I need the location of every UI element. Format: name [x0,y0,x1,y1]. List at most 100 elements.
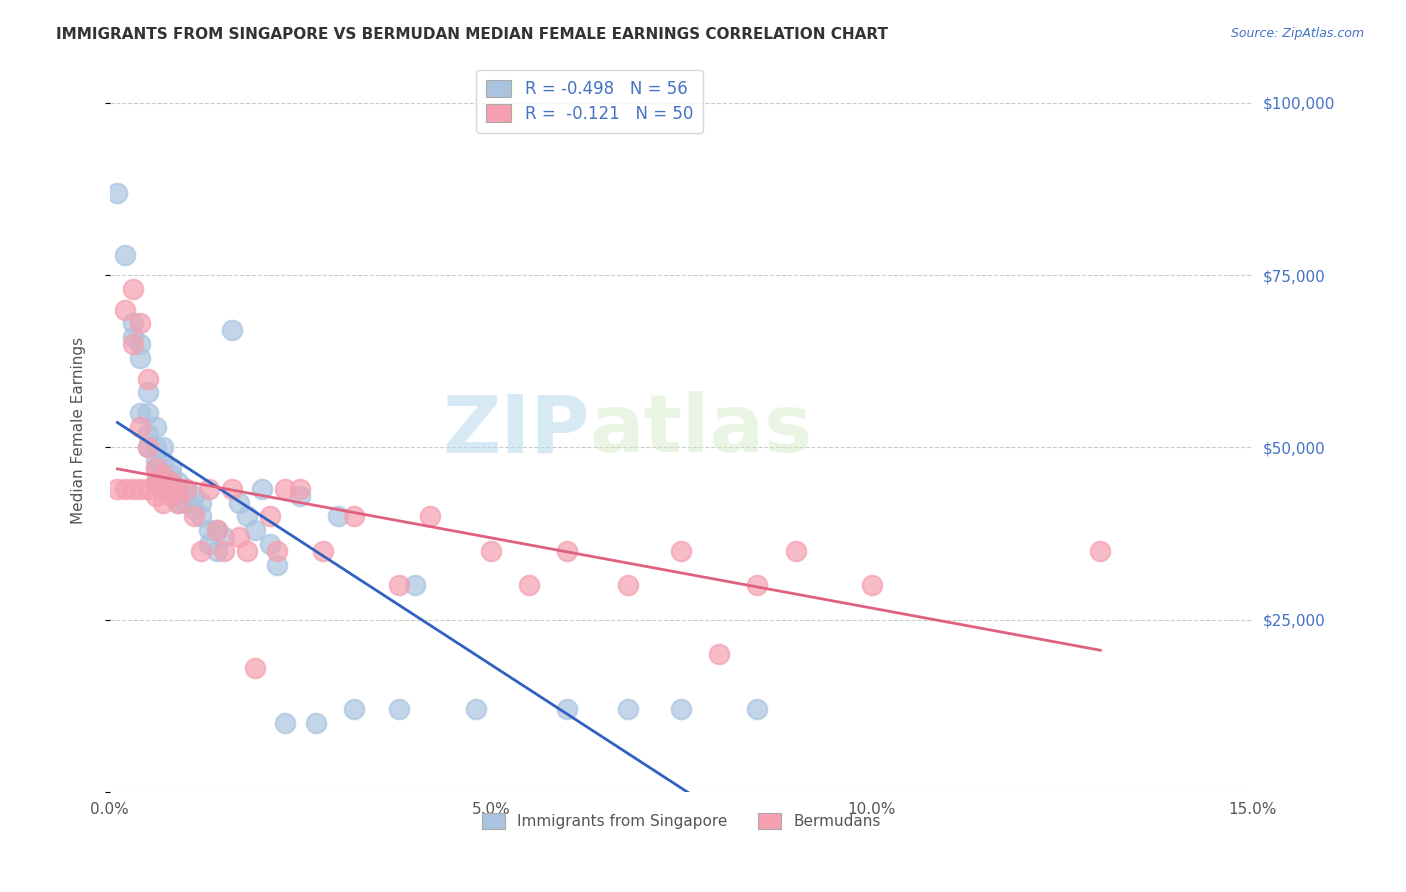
Point [198,537,221,551]
Point [159,475,181,489]
Point [747,578,769,592]
Point [555,544,578,558]
Point [152,454,174,468]
Point [136,406,159,420]
Point [121,337,143,351]
Point [145,475,167,489]
Point [190,544,212,558]
Point [183,509,205,524]
Point [167,495,190,509]
Point [167,482,190,496]
Point [221,482,243,496]
Point [145,461,167,475]
Point [1090,544,1112,558]
Y-axis label: Median Female Earnings: Median Female Earnings [72,336,86,524]
Text: Source: ZipAtlas.com: Source: ZipAtlas.com [1230,27,1364,40]
Point [236,544,259,558]
Point [479,544,502,558]
Point [114,302,136,317]
Point [555,702,578,716]
Text: atlas: atlas [591,392,813,469]
Point [671,702,693,716]
Point [159,468,181,483]
Point [388,702,411,716]
Point [121,282,143,296]
Point [121,317,143,331]
Point [167,475,190,489]
Point [259,537,281,551]
Point [671,544,693,558]
Point [304,716,326,731]
Text: IMMIGRANTS FROM SINGAPORE VS BERMUDAN MEDIAN FEMALE EARNINGS CORRELATION CHART: IMMIGRANTS FROM SINGAPORE VS BERMUDAN ME… [56,27,889,42]
Point [205,544,228,558]
Point [328,509,350,524]
Point [152,441,174,455]
Point [343,702,366,716]
Point [228,495,250,509]
Point [159,489,181,503]
Point [343,509,366,524]
Point [136,385,159,400]
Point [183,502,205,516]
Point [221,323,243,337]
Point [198,523,221,537]
Point [121,482,143,496]
Legend: Immigrants from Singapore, Bermudans: Immigrants from Singapore, Bermudans [475,806,887,835]
Point [747,702,769,716]
Point [290,489,312,503]
Point [174,495,197,509]
Point [266,558,288,572]
Point [114,247,136,261]
Point [860,578,883,592]
Point [785,544,807,558]
Point [129,406,152,420]
Point [205,523,228,537]
Point [152,482,174,496]
Point [159,482,181,496]
Point [136,441,159,455]
Point [145,419,167,434]
Point [174,482,197,496]
Point [121,330,143,344]
Point [205,523,228,537]
Point [404,578,426,592]
Point [198,482,221,496]
Point [274,482,297,496]
Point [136,426,159,441]
Point [183,489,205,503]
Point [145,461,167,475]
Point [145,489,167,503]
Point [419,509,441,524]
Point [129,482,152,496]
Point [129,317,152,331]
Point [152,482,174,496]
Point [312,544,335,558]
Point [464,702,486,716]
Point [145,441,167,455]
Point [167,489,190,503]
Point [212,544,235,558]
Point [228,530,250,544]
Point [190,509,212,524]
Point [152,495,174,509]
Point [136,441,159,455]
Point [136,482,159,496]
Point [129,351,152,365]
Point [274,716,297,731]
Point [129,419,152,434]
Point [212,530,235,544]
Point [152,468,174,483]
Point [107,482,129,496]
Point [129,337,152,351]
Point [190,495,212,509]
Point [259,509,281,524]
Point [709,647,731,661]
Point [152,468,174,483]
Point [145,475,167,489]
Point [617,702,640,716]
Point [114,482,136,496]
Point [243,523,266,537]
Point [107,186,129,200]
Point [145,454,167,468]
Point [236,509,259,524]
